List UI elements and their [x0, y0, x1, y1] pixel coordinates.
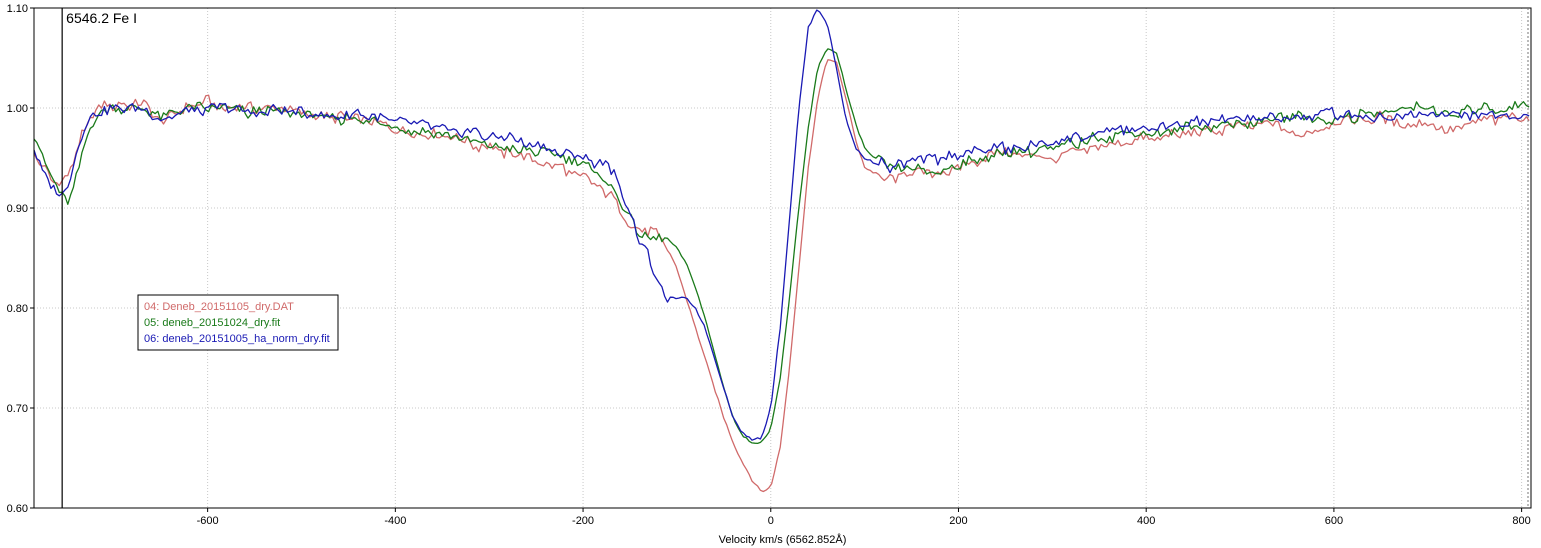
series-group — [33, 9, 1530, 493]
x-tick-label: 600 — [1325, 515, 1343, 527]
x-tick-label: 800 — [1512, 515, 1530, 527]
y-tick-label: 0.60 — [7, 503, 28, 515]
x-tick-label: 200 — [949, 515, 967, 527]
legend-entry-1: 04: Deneb_20151105_dry.DAT — [144, 301, 294, 313]
legend-entry-2: 05: deneb_20151024_dry.fit — [144, 317, 280, 329]
y-tick-label: 1.10 — [7, 3, 28, 15]
y-tick-label: 1.00 — [7, 103, 28, 115]
y-tick-label: 0.70 — [7, 403, 28, 415]
y-axis-ticks: 0.60 0.70 0.80 0.90 1.00 1.10 — [7, 3, 34, 515]
legend-box — [137, 294, 339, 351]
x-tick-label: -200 — [572, 515, 594, 527]
x-tick-label: 400 — [1137, 515, 1155, 527]
x-axis-title: Velocity km/s (6562.852Å) — [719, 533, 847, 546]
x-tick-label: 0 — [768, 515, 774, 527]
marker-label: 6546.2 Fe I — [66, 10, 137, 26]
series-line-3 — [33, 9, 1530, 441]
legend: 04: Deneb_20151105_dry.DAT 05: deneb_2015… — [137, 294, 339, 351]
x-tick-label: -600 — [197, 515, 219, 527]
y-tick-label: 0.90 — [7, 203, 28, 215]
x-axis-ticks: -600 -400 -200 0 200 400 600 800 — [197, 508, 1531, 527]
y-tick-label: 0.80 — [7, 303, 28, 315]
line-marker: 6546.2 Fe I — [61, 8, 137, 508]
plot-frame — [33, 7, 1532, 509]
legend-entry-3: 06: deneb_20151005_ha_norm_dry.fit — [144, 333, 330, 345]
x-tick-label: -400 — [384, 515, 406, 527]
